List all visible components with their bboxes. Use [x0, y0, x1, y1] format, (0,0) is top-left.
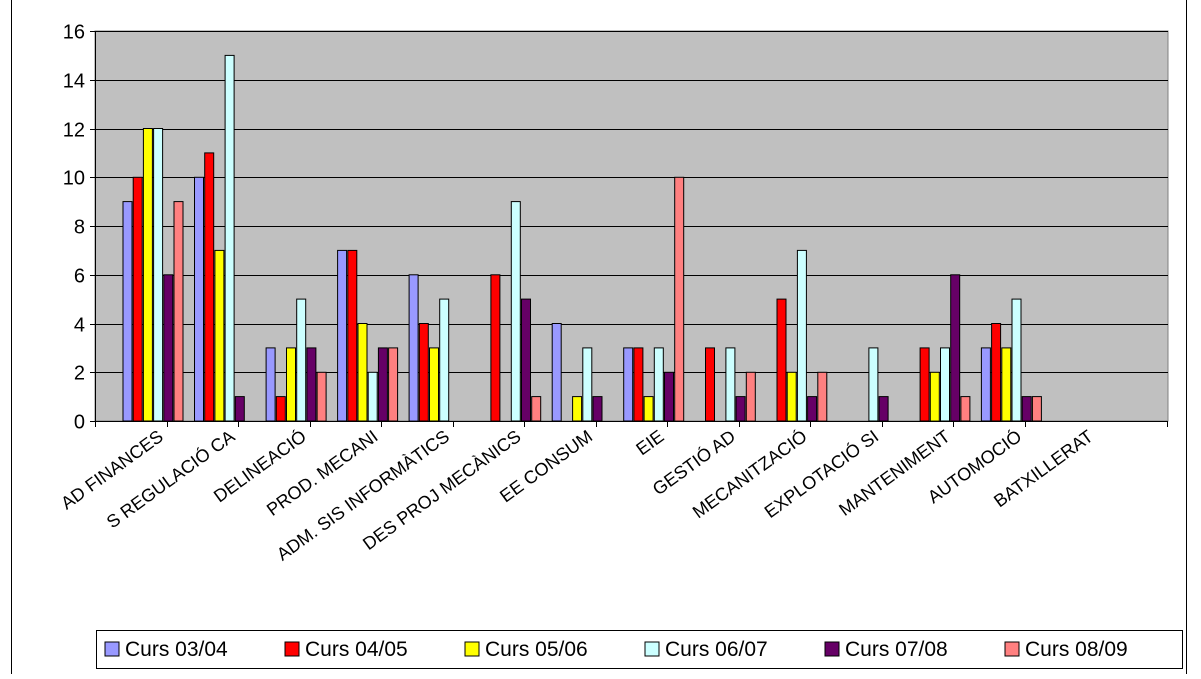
bar	[960, 396, 971, 422]
y-tick-label: 12	[63, 120, 85, 142]
bar	[132, 176, 143, 422]
legend: Curs 03/04 Curs 04/05 Curs 05/06 Curs 06/07…	[96, 630, 1183, 669]
bar	[122, 201, 133, 422]
y-tick-label: 14	[63, 71, 85, 93]
bar	[623, 347, 634, 422]
bar	[163, 274, 174, 422]
bar	[572, 396, 583, 422]
y-tick-label: 6	[74, 266, 85, 288]
legend-label: Curs 05/06	[485, 638, 588, 661]
bar	[377, 347, 388, 422]
bar	[643, 396, 654, 422]
bar	[286, 347, 296, 422]
bar	[817, 371, 828, 422]
bar	[234, 396, 245, 422]
bar	[173, 201, 184, 422]
y-tick-label: 2	[74, 363, 85, 385]
bar	[337, 249, 348, 422]
bar	[582, 347, 593, 422]
legend-swatch	[104, 641, 120, 657]
legend-label: Curs 04/05	[305, 638, 408, 661]
bar	[439, 298, 450, 422]
bar	[367, 371, 378, 422]
bar	[265, 347, 276, 422]
bar	[725, 347, 736, 422]
bars	[122, 54, 1042, 422]
bar	[521, 298, 531, 422]
bar	[592, 396, 603, 422]
y-tick-label: 4	[74, 315, 85, 337]
bar	[204, 152, 215, 422]
bar	[1001, 347, 1012, 422]
bar	[705, 347, 715, 422]
legend-label: Curs 07/08	[845, 638, 948, 661]
bar	[194, 176, 204, 422]
bar	[929, 371, 940, 422]
y-tick-label: 10	[63, 168, 85, 190]
legend-swatch	[284, 641, 300, 657]
bar	[142, 128, 153, 422]
bar	[490, 274, 501, 422]
bar	[1011, 298, 1022, 422]
bar	[551, 323, 562, 422]
bar	[306, 347, 317, 422]
bar	[868, 347, 879, 422]
legend-label: Curs 03/04	[125, 638, 228, 661]
legend-box	[96, 630, 1183, 669]
legend-swatch	[644, 641, 660, 657]
bar	[418, 323, 429, 422]
bar	[991, 323, 1002, 422]
bar	[275, 396, 286, 422]
legend-swatch	[1004, 641, 1020, 657]
bar	[950, 274, 961, 422]
bar	[531, 396, 542, 422]
bar	[510, 201, 521, 422]
bar	[357, 323, 368, 422]
bar	[347, 249, 358, 422]
bar	[153, 128, 164, 422]
bar	[653, 347, 664, 422]
bar	[664, 371, 674, 422]
bar	[316, 371, 327, 422]
bar	[940, 347, 950, 422]
bar	[807, 396, 818, 422]
bar	[1021, 396, 1032, 422]
bar	[796, 249, 807, 422]
bar	[214, 249, 225, 422]
legend-label: Curs 06/07	[665, 638, 768, 661]
bar	[633, 347, 644, 422]
bar	[776, 298, 787, 422]
bar	[878, 396, 889, 422]
axes	[90, 31, 1168, 427]
y-tick-label: 0	[74, 412, 85, 434]
bar	[735, 396, 746, 422]
legend-label: Curs 08/09	[1025, 638, 1128, 661]
legend-swatch	[464, 641, 480, 657]
bar	[388, 347, 399, 422]
legend-swatch	[824, 641, 840, 657]
y-tick-label: 16	[63, 22, 85, 44]
y-tick-label: 8	[74, 217, 85, 239]
bar	[980, 347, 991, 422]
bar	[786, 371, 797, 422]
bar	[296, 298, 307, 422]
bar	[919, 347, 930, 422]
bar	[1031, 396, 1042, 422]
bar	[408, 274, 419, 422]
bar	[224, 54, 235, 422]
bar	[745, 371, 756, 422]
bar	[429, 347, 439, 422]
bar	[674, 176, 685, 422]
